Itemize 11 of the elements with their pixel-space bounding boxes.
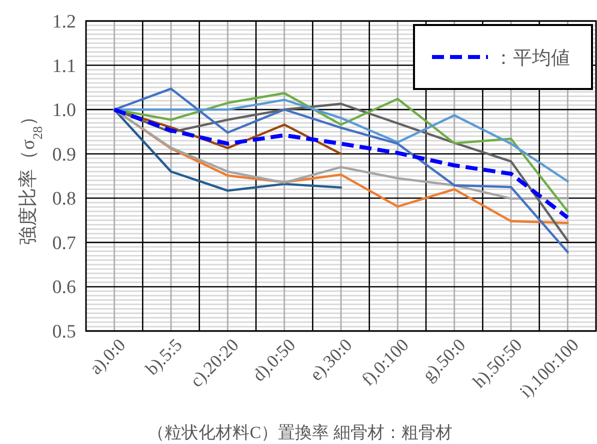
y-tick-label: 0.6	[52, 277, 76, 298]
x-axis-title: （粒状化材料C）置換率 細骨材：粗骨材	[148, 423, 452, 442]
y-tick-label: 0.9	[52, 144, 76, 166]
y-tick-label: 0.8	[52, 188, 76, 210]
y-tick-label: 1.1	[52, 56, 76, 77]
legend-label: ：平均値	[494, 48, 570, 69]
y-tick-label: 1.0	[52, 100, 76, 122]
y-tick-label: 0.5	[52, 322, 76, 342]
y-tick-label: 1.2	[52, 12, 76, 32]
y-tick-label: 0.7	[52, 232, 76, 254]
legend: ：平均値	[413, 24, 593, 90]
